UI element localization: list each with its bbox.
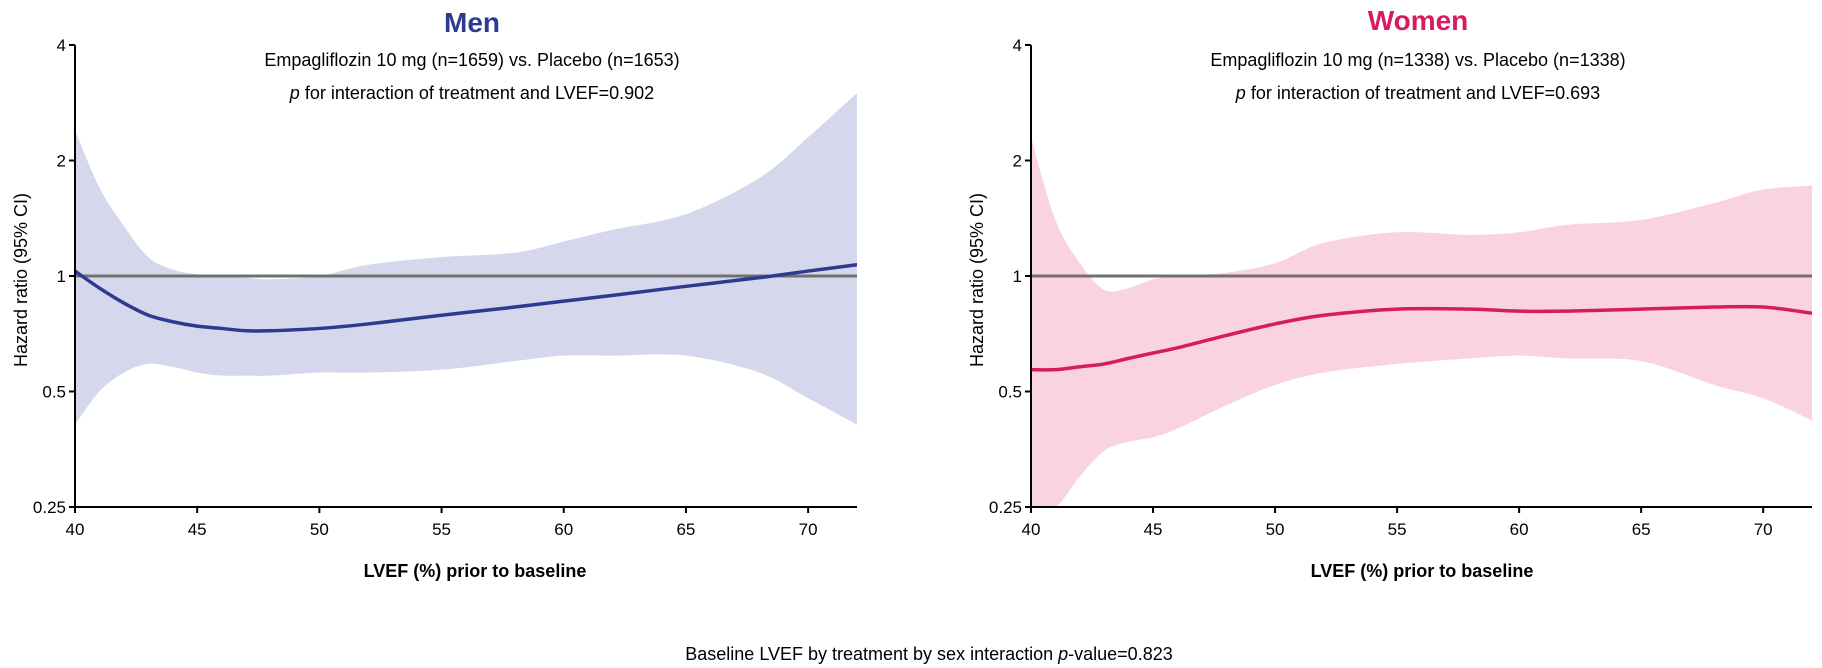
men-x-tick-label: 50 bbox=[310, 520, 329, 539]
women-title: Women bbox=[1368, 5, 1469, 36]
women-y-tick-label: 0.25 bbox=[989, 498, 1022, 517]
women-x-tick-label: 70 bbox=[1754, 520, 1773, 539]
women-x-tick-label: 60 bbox=[1510, 520, 1529, 539]
men-x-ticks: 40 45 50 55 60 65 70 bbox=[66, 507, 818, 539]
women-x-tick-label: 45 bbox=[1144, 520, 1163, 539]
women-x-ticks: 40 45 50 55 60 65 70 bbox=[1022, 507, 1773, 539]
men-y-ticks: 0.25 0.5 1 2 4 bbox=[33, 36, 75, 517]
women-x-tick-label: 40 bbox=[1022, 520, 1041, 539]
men-x-tick-label: 55 bbox=[432, 520, 451, 539]
women-x-tick-label: 55 bbox=[1388, 520, 1407, 539]
women-interaction-text: for interaction of treatment and LVEF=0.… bbox=[1246, 83, 1600, 103]
men-title: Men bbox=[444, 7, 500, 38]
men-y-tick-label: 0.25 bbox=[33, 498, 66, 517]
men-ci-band bbox=[75, 92, 857, 425]
men-interaction: p for interaction of treatment and LVEF=… bbox=[289, 83, 654, 103]
men-y-tick-label: 1 bbox=[57, 267, 66, 286]
men-y-tick-label: 0.5 bbox=[42, 383, 66, 402]
women-y-tick-label: 2 bbox=[1013, 152, 1022, 171]
footer-p: p bbox=[1057, 644, 1068, 664]
women-ci-band bbox=[1031, 137, 1812, 507]
women-y-tick-label: 0.5 bbox=[998, 383, 1022, 402]
men-subtitle: Empagliflozin 10 mg (n=1659) vs. Placebo… bbox=[264, 50, 679, 70]
women-hazard-ratio-line bbox=[1031, 304, 1812, 372]
men-x-tick-label: 40 bbox=[66, 520, 85, 539]
footer-suffix: -value=0.823 bbox=[1068, 644, 1173, 664]
men-interaction-p: p bbox=[289, 83, 300, 103]
men-y-tick-label: 4 bbox=[57, 36, 66, 55]
footer-prefix: Baseline LVEF by treatment by sex intera… bbox=[685, 644, 1058, 664]
women-subtitle: Empagliflozin 10 mg (n=1338) vs. Placebo… bbox=[1210, 50, 1625, 70]
women-interaction: p for interaction of treatment and LVEF=… bbox=[1235, 83, 1600, 103]
men-line-layer bbox=[75, 262, 857, 333]
footer-interaction: Baseline LVEF by treatment by sex intera… bbox=[685, 644, 1172, 664]
men-band-layer bbox=[75, 92, 857, 425]
women-y-ticks: 0.25 0.5 1 2 4 bbox=[989, 36, 1031, 517]
women-xlabel: LVEF (%) prior to baseline bbox=[1311, 561, 1534, 581]
women-ylabel: Hazard ratio (95% CI) bbox=[967, 193, 987, 367]
women-band-layer bbox=[1031, 137, 1812, 507]
men-interaction-text: for interaction of treatment and LVEF=0.… bbox=[300, 83, 654, 103]
women-x-tick-label: 65 bbox=[1632, 520, 1651, 539]
men-xlabel: LVEF (%) prior to baseline bbox=[364, 561, 587, 581]
women-interaction-p: p bbox=[1235, 83, 1246, 103]
women-y-tick-label: 1 bbox=[1013, 267, 1022, 286]
women-x-tick-label: 50 bbox=[1266, 520, 1285, 539]
panel-women: 0.25 0.5 1 2 4 40 45 50 55 60 65 70 Women Empaglif… bbox=[967, 5, 1812, 581]
men-x-tick-label: 65 bbox=[676, 520, 695, 539]
men-y-tick-label: 2 bbox=[57, 152, 66, 171]
men-x-tick-label: 45 bbox=[188, 520, 207, 539]
men-hazard-ratio-line bbox=[75, 262, 857, 333]
women-y-tick-label: 4 bbox=[1013, 36, 1022, 55]
panel-men: 0.25 0.5 1 2 4 40 45 50 55 60 65 70 Men Empagliflo… bbox=[11, 7, 857, 581]
women-line-layer bbox=[1031, 304, 1812, 372]
men-x-tick-label: 60 bbox=[554, 520, 573, 539]
men-x-tick-label: 70 bbox=[799, 520, 818, 539]
men-ylabel: Hazard ratio (95% CI) bbox=[11, 193, 31, 367]
